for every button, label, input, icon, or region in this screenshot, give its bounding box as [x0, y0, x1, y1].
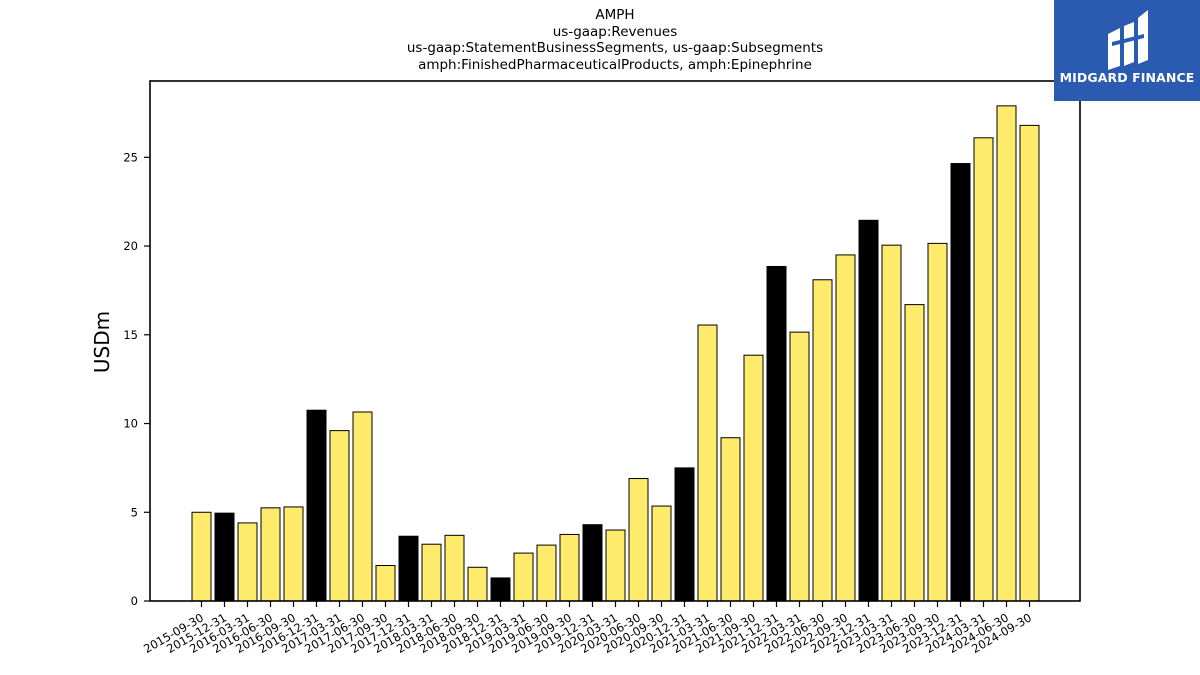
y-tick-label: 5 — [131, 505, 138, 519]
chart-subtitle-concept: us-gaap:Revenues — [552, 23, 678, 40]
bar — [743, 354, 764, 602]
bar — [950, 163, 971, 602]
bar — [398, 535, 419, 602]
bar — [444, 534, 465, 602]
bar — [260, 507, 281, 602]
bar — [283, 506, 304, 602]
midgard-logo-icon — [1108, 10, 1148, 70]
y-tick-label: 15 — [123, 328, 138, 342]
bar — [858, 219, 879, 602]
bar — [674, 467, 695, 602]
bar — [536, 544, 557, 602]
logo-text: MIDGARD FINANCE — [1059, 70, 1195, 85]
bar — [559, 533, 580, 602]
bar — [835, 254, 856, 602]
bar — [375, 565, 396, 602]
bar — [996, 105, 1017, 602]
bar — [467, 566, 488, 602]
bar — [881, 244, 902, 602]
bar — [720, 437, 741, 602]
bar — [582, 524, 603, 602]
y-tick-label: 25 — [123, 150, 138, 164]
chart-title: AMPH — [595, 7, 635, 23]
bar — [490, 577, 511, 602]
bar — [628, 478, 649, 602]
bar — [927, 242, 948, 602]
chart-subtitle-axes: us-gaap:StatementBusinessSegments, us-ga… — [406, 40, 824, 56]
bar — [214, 512, 235, 602]
bar — [789, 331, 810, 602]
y-tick-label: 10 — [123, 417, 138, 431]
bar — [904, 304, 925, 602]
bar — [973, 137, 994, 602]
chart-title-block: AMPH us-gaap:Revenues us-gaap:StatementB… — [150, 7, 1080, 73]
bar — [421, 543, 442, 602]
bar — [237, 522, 258, 602]
bar — [766, 265, 787, 602]
bar — [1019, 124, 1040, 602]
bar — [306, 409, 327, 602]
y-tick-label: 20 — [123, 239, 138, 253]
y-tick-label: 0 — [131, 594, 138, 608]
bar — [513, 552, 534, 602]
bar — [697, 324, 718, 602]
midgard-logo: MIDGARD FINANCE — [1054, 0, 1200, 101]
bar — [812, 279, 833, 602]
bar — [352, 411, 373, 602]
bar — [651, 505, 672, 602]
chart-subtitle-members: amph:FinishedPharmaceuticalProducts, amp… — [418, 56, 812, 73]
bar — [191, 511, 212, 602]
bar — [329, 430, 350, 602]
bar — [605, 529, 626, 602]
